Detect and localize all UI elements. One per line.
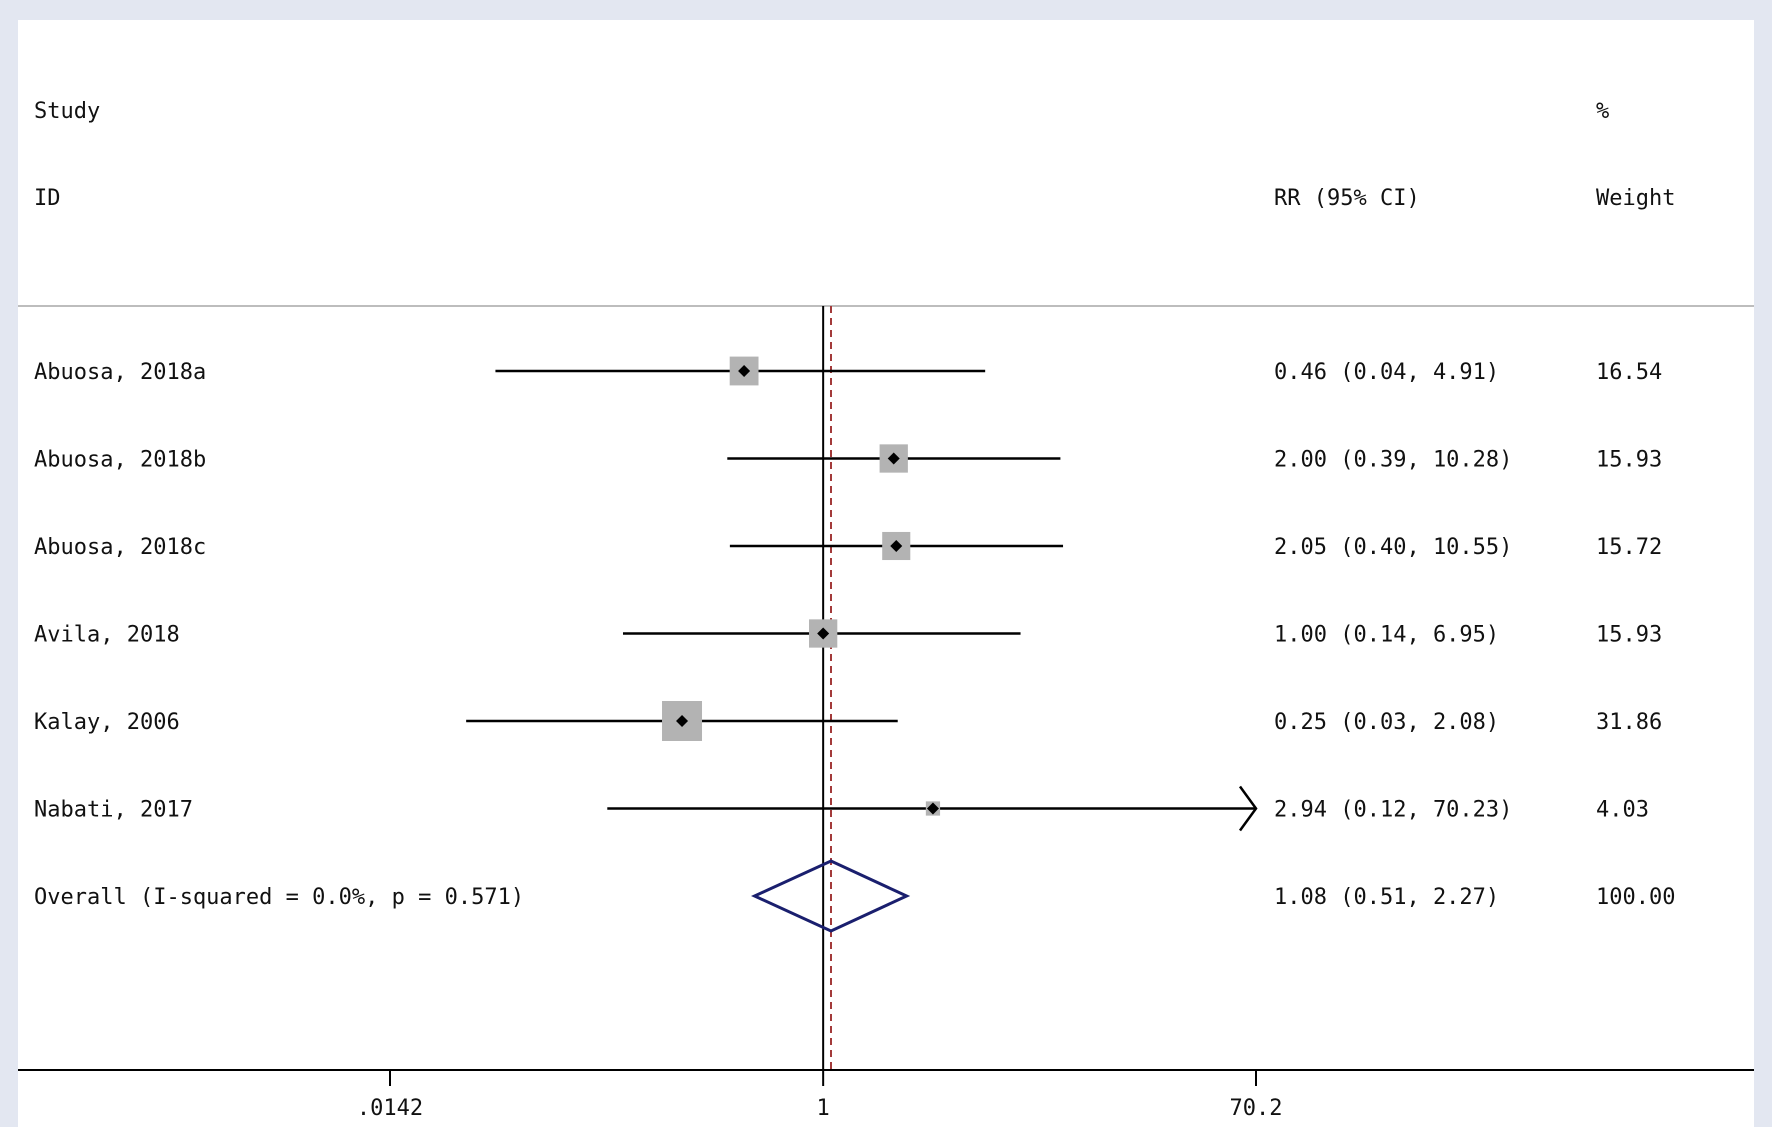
point-estimate — [887, 452, 900, 465]
plot-marks — [466, 306, 1258, 1070]
overall-weight-label: 100.00 — [1596, 885, 1675, 910]
x-axis-ticks: .0142 1 70.2 — [357, 1070, 1283, 1121]
weight-label: 15.72 — [1596, 535, 1662, 560]
study-label: Abuosa, 2018a — [34, 360, 206, 385]
plot-panel — [18, 20, 1754, 1127]
x-tick-label: 1 — [817, 1096, 830, 1121]
point-estimate — [890, 540, 903, 552]
study-label: Avila, 2018 — [34, 623, 180, 648]
weight-header: Weight — [1596, 186, 1675, 211]
id-header: ID — [34, 186, 61, 211]
study-rows: Abuosa, 2018a 0.46 (0.04, 4.91) 16.54 Abuos… — [34, 360, 1675, 910]
effect-header: RR (95% CI) — [1274, 186, 1420, 211]
rr-ci-label: 1.00 (0.14, 6.95) — [1274, 623, 1499, 648]
weight-header-percent: % — [1596, 99, 1609, 124]
study-label: Abuosa, 2018b — [34, 448, 206, 473]
rr-ci-label: 0.25 (0.03, 2.08) — [1274, 710, 1499, 735]
overall-label: Overall (I-squared = 0.0%, p = 0.571) — [34, 885, 524, 910]
point-estimate — [926, 802, 939, 815]
point-estimate — [817, 627, 830, 640]
ci-arrow — [1238, 785, 1258, 832]
overall-rr-ci-label: 1.08 (0.51, 2.27) — [1274, 885, 1499, 910]
study-label: Kalay, 2006 — [34, 710, 180, 735]
study-label: Nabati, 2017 — [34, 798, 193, 823]
study-header: Study — [34, 99, 100, 124]
point-estimate — [676, 715, 689, 727]
overall-diamond — [751, 859, 911, 933]
rr-ci-label: 2.94 (0.12, 70.23) — [1274, 798, 1512, 823]
rr-ci-label: 2.00 (0.39, 10.28) — [1274, 448, 1512, 473]
weight-label: 15.93 — [1596, 623, 1662, 648]
rr-ci-label: 0.46 (0.04, 4.91) — [1274, 360, 1499, 385]
study-label: Abuosa, 2018c — [34, 535, 206, 560]
rr-ci-label: 2.05 (0.40, 10.55) — [1274, 535, 1512, 560]
weight-label: 15.93 — [1596, 448, 1662, 473]
point-estimate — [738, 365, 751, 377]
x-tick-label: 70.2 — [1230, 1096, 1283, 1121]
weight-label: 4.03 — [1596, 798, 1649, 823]
weight-label: 16.54 — [1596, 360, 1662, 385]
x-tick-label: .0142 — [357, 1096, 423, 1121]
weight-label: 31.86 — [1596, 710, 1662, 735]
